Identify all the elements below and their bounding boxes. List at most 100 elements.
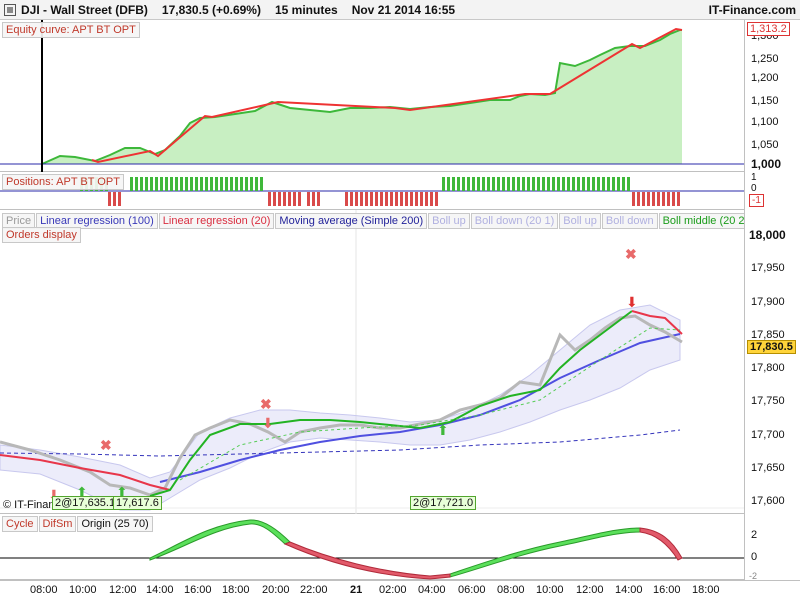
positions-axis: 1 0 -1 [744,172,800,210]
short-position-bar [400,192,403,206]
origin-tab[interactable]: Origin (25 70) [77,516,153,532]
equity-axis-label: 1,000 [751,157,782,171]
legend-boll-up-2[interactable]: Boll up [559,213,601,229]
cycle-axis: 2 0 -2 [744,514,800,581]
long-position-bar [572,177,575,191]
short-position-bar [273,192,276,206]
legend-boll-middle[interactable]: Boll middle (20 2) [658,213,753,229]
time-axis-label: 12:00 [109,584,137,596]
short-position-bar [370,192,373,206]
time-axis-label: 20:00 [262,584,290,596]
time-axis-label: 08:00 [497,584,525,596]
orders-display-tab[interactable]: Orders display [2,227,81,243]
long-position-bar [552,177,555,191]
equity-panel: Equity curve: APT BT OPT [0,20,744,172]
short-position-bar [415,192,418,206]
long-position-bar [582,177,585,191]
time-axis-label: 14:00 [615,584,643,596]
short-position-bar [647,192,650,206]
current-price-box: 17,830.5 [747,340,796,354]
long-position-bar [180,177,183,191]
datetime-label: Nov 21 2014 16:55 [351,2,456,17]
long-position-bar [517,177,520,191]
legend-boll-down-1[interactable]: Boll down (20 1) [470,213,559,229]
short-position-bar [390,192,393,206]
linear-regression-20-line [0,454,171,491]
positions-axis-top: 1 [751,172,757,183]
legend-boll-down-2[interactable]: Boll down [601,213,658,229]
long-position-bar [240,177,243,191]
long-position-bar [527,177,530,191]
long-position-bar [602,177,605,191]
long-position-bar [557,177,560,191]
order-label: 2@17,635.1 [52,496,119,510]
short-position-bar [298,192,301,206]
svg-text:✖: ✖ [100,437,112,453]
equity-drawdown-segments [91,27,683,164]
time-axis-label: 04:00 [418,584,446,596]
long-position-bar [512,177,515,191]
short-position-bar [345,192,348,206]
svg-text:⬆: ⬆ [116,484,128,500]
long-position-bar [245,177,248,191]
short-position-bar [395,192,398,206]
short-position-bar [360,192,363,206]
short-position-bar [430,192,433,206]
time-axis-label: 18:00 [222,584,250,596]
cycle-chart [0,519,744,580]
long-position-bar [617,177,620,191]
long-position-bar [145,177,148,191]
cycle-tab[interactable]: Cycle [2,516,38,532]
price-axis-label: 17,600 [751,495,785,507]
short-position-bar [118,192,121,206]
short-position-bar [662,192,665,206]
price-axis-label: 17,950 [751,262,785,274]
short-position-bar [307,192,310,206]
cycle-red-ribbon [283,541,451,580]
brand-label: IT-Finance.com [708,2,796,17]
svg-text:⬆: ⬆ [437,422,449,438]
positions-title[interactable]: Positions: APT BT OPT [2,174,124,190]
svg-text:⬇: ⬇ [262,415,274,431]
long-position-bar [130,177,133,191]
long-position-bar [210,177,213,191]
time-axis-label: 14:00 [146,584,174,596]
legend-lr20[interactable]: Linear regression (20) [158,213,275,229]
chart-window-icon[interactable] [4,3,16,16]
legend-ma200[interactable]: Moving average (Simple 200) [275,213,428,229]
time-axis-label: 16:00 [184,584,212,596]
difsm-tab[interactable]: DifSm [38,516,77,532]
legend-bar: Price Linear regression (100) Linear reg… [2,213,753,229]
short-position-bar [380,192,383,206]
positions-axis-mid: 0 [751,183,757,194]
equity-axis-label: 1,250 [751,53,779,65]
positions-axis-low: -1 [749,194,764,207]
equity-axis-label: 1,050 [751,139,779,151]
long-position-bar [155,177,158,191]
interval-label[interactable]: 15 minutes [274,2,338,17]
time-axis-label: 08:00 [30,584,58,596]
legend-boll-up-1[interactable]: Boll up [428,213,470,229]
legend-lr100[interactable]: Linear regression (100) [36,213,158,229]
time-axis: 08:00 10:00 12:00 14:00 16:00 18:00 20:00 22:00… [0,580,800,600]
long-position-bar [592,177,595,191]
short-position-bar [405,192,408,206]
equity-title[interactable]: Equity curve: APT BT OPT [2,22,140,38]
equity-chart [0,20,744,172]
long-position-bar [487,177,490,191]
long-position-bar [220,177,223,191]
short-position-bar [672,192,675,206]
time-axis-label: 02:00 [379,584,407,596]
short-position-bar [677,192,680,206]
long-position-bar [175,177,178,191]
long-position-bar [235,177,238,191]
short-position-bar [652,192,655,206]
time-axis-label: 22:00 [300,584,328,596]
ma200-line [0,429,681,457]
long-position-bar [250,177,253,191]
long-position-bar [482,177,485,191]
time-axis-label: 18:00 [692,584,720,596]
equity-axis: 1,300 1,250 1,200 1,150 1,100 1,050 1,00… [744,20,800,172]
short-position-bar [642,192,645,206]
long-position-bar [200,177,203,191]
